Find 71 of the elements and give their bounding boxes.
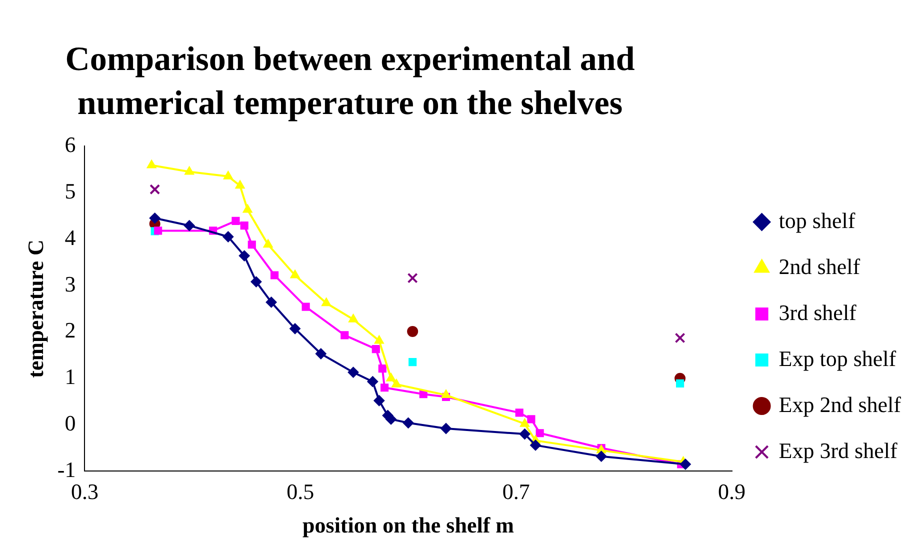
point <box>392 378 402 388</box>
legend-label: 2nd shelf <box>778 254 861 279</box>
point <box>348 366 359 378</box>
point <box>290 270 300 278</box>
point <box>372 345 380 354</box>
point <box>340 331 349 340</box>
point <box>515 408 524 417</box>
x-axis-title: position on the shelf m <box>302 512 514 538</box>
point <box>290 323 301 334</box>
point <box>408 358 417 366</box>
y-tick-label: 4 <box>64 224 76 250</box>
x-tick-label: 0.7 <box>502 479 530 504</box>
y-tick-label: 3 <box>64 271 76 296</box>
point <box>402 417 414 428</box>
point <box>374 395 385 406</box>
point <box>674 332 686 344</box>
point <box>374 335 384 344</box>
y-tick-label: 6 <box>64 132 76 157</box>
legend-label: Exp top shelf <box>778 346 897 371</box>
legend-label: Exp 2nd shelf <box>778 392 902 417</box>
point <box>250 276 262 288</box>
point <box>235 180 245 189</box>
point <box>248 240 256 249</box>
point <box>146 160 156 168</box>
point <box>527 415 536 424</box>
x-tick-label: 0.9 <box>718 479 746 504</box>
point <box>380 384 389 392</box>
point <box>266 296 277 308</box>
point <box>441 390 451 398</box>
chart-title: Comparison between experimental and numerical temperature on the shelves <box>64 40 636 124</box>
point <box>321 298 332 306</box>
y-tick-label: 1 <box>64 364 76 390</box>
point <box>238 250 250 262</box>
point <box>680 458 691 470</box>
point <box>378 364 386 373</box>
point <box>242 204 252 213</box>
legend-label: Exp 3rd shelf <box>778 438 898 463</box>
point <box>676 379 684 388</box>
legend-label: 3rd shelf <box>778 300 858 325</box>
y-tick-label: -1 <box>57 456 76 482</box>
point <box>519 428 530 440</box>
y-tick-label: 5 <box>64 178 76 204</box>
point <box>367 376 378 388</box>
x-tick-label: 0.5 <box>286 479 314 504</box>
point <box>222 231 234 242</box>
point <box>149 212 160 224</box>
point <box>223 170 233 180</box>
y-tick-label: 2 <box>64 318 76 343</box>
legend-label: top shelf <box>778 208 856 233</box>
x-tick-label: 0.3 <box>70 479 98 504</box>
y-axis-title: temperature C <box>22 240 48 378</box>
point <box>407 326 418 337</box>
point <box>302 302 310 311</box>
point <box>184 220 195 232</box>
y-tick-label: 0 <box>64 410 76 436</box>
point <box>386 372 396 382</box>
point <box>240 222 248 230</box>
point <box>520 418 530 427</box>
point <box>150 184 160 195</box>
point <box>154 226 162 235</box>
point <box>440 422 452 434</box>
point <box>232 216 240 225</box>
point <box>530 440 542 451</box>
point <box>184 166 194 175</box>
point <box>596 450 607 462</box>
point <box>263 239 273 248</box>
point <box>270 271 279 280</box>
point <box>536 429 544 438</box>
point <box>407 272 418 284</box>
point <box>315 348 326 360</box>
point <box>348 314 358 322</box>
